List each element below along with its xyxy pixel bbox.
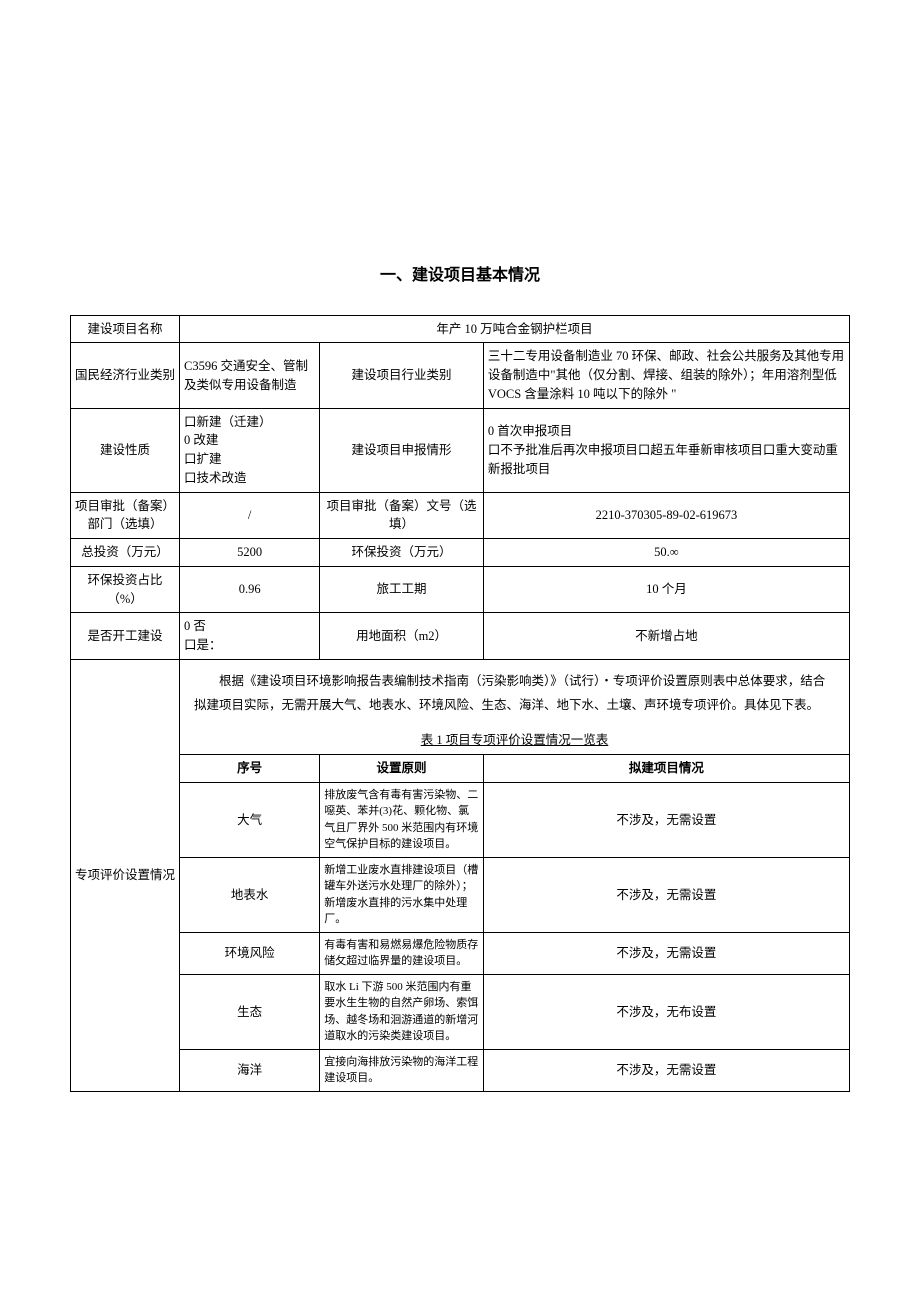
eval-result: 不涉及，无布设置 <box>483 974 849 1049</box>
table-row: 是否开工建设 0 否 口是： 用地面积（m2） 不新增占地 <box>71 613 850 660</box>
label-env-ratio: 环保投资占比（%） <box>71 566 180 613</box>
basic-info-table: 建设项目名称 年产 10 万吨合金钢护栏项目 国民经济行业类别 C3596 交通… <box>70 315 850 1092</box>
eval-result: 不涉及，无需设置 <box>483 857 849 932</box>
eval-principle: 新增工业废水直排建设项目（槽罐车外送污水处理厂的除外）；新增废水直排的污水集中处… <box>320 857 484 932</box>
label-industry-category: 国民经济行业类别 <box>71 343 180 408</box>
eval-result: 不涉及，无需设置 <box>483 1049 849 1091</box>
label-project-industry: 建设项目行业类别 <box>320 343 484 408</box>
label-total-investment: 总投资（万元） <box>71 539 180 567</box>
value-land-area: 不新增占地 <box>483 613 849 660</box>
eval-intro: 根据《建设项目环境影响报告表编制技术指南（污染影响类）》（试行）・专项评价设置原… <box>184 664 845 724</box>
eval-row: 环境风险 有毒有害和易燃易爆危险物质存储攵超过临界量的建设项目。 不涉及，无需设… <box>71 932 850 974</box>
value-duration: 10 个月 <box>483 566 849 613</box>
eval-result: 不涉及，无需设置 <box>483 932 849 974</box>
label-duration: 旅工工期 <box>320 566 484 613</box>
label-declaration-status: 建设项目申报情形 <box>320 408 484 492</box>
table-row: 总投资（万元） 5200 环保投资（万元） 50.∞ <box>71 539 850 567</box>
eval-cat: 生态 <box>180 974 320 1049</box>
eval-row: 海洋 宜接向海排放污染物的海洋工程建设项目。 不涉及，无需设置 <box>71 1049 850 1091</box>
value-construction-nature: 口新建（迁建） 0 改建 口扩建 口技术改造 <box>180 408 320 492</box>
eval-row: 生态 取水 Li 下游 500 米范围内有重要水生生物的自然产卵场、索饵场、越冬… <box>71 974 850 1049</box>
table-row: 建设项目名称 年产 10 万吨合金钢护栏项目 <box>71 315 850 343</box>
label-started: 是否开工建设 <box>71 613 180 660</box>
label-project-name: 建设项目名称 <box>71 315 180 343</box>
eval-row: 地表水 新增工业废水直排建设项目（槽罐车外送污水处理厂的除外）；新增废水直排的污… <box>71 857 850 932</box>
label-special-eval: 专项评价设置情况 <box>71 659 180 1091</box>
label-approval-dept: 项目审批（备案）部门（选填） <box>71 492 180 539</box>
eval-header-situation: 拟建项目情况 <box>629 761 704 775</box>
value-project-industry: 三十二专用设备制造业 70 环保、邮政、社会公共服务及其他专用设备制造中"其他（… <box>483 343 849 408</box>
table-row: 项目审批（备案）部门（选填） / 项目审批（备案）文号（选填） 2210-370… <box>71 492 850 539</box>
value-project-name: 年产 10 万吨合金钢护栏项目 <box>180 315 850 343</box>
eval-row: 大气 排放废气含有毒有害污染物、二噁英、苯并(3)花、颗化物、氯气且厂界外 50… <box>71 782 850 857</box>
eval-principle: 排放废气含有毒有害污染物、二噁英、苯并(3)花、颗化物、氯气且厂界外 500 米… <box>320 782 484 857</box>
eval-cat: 环境风险 <box>180 932 320 974</box>
value-total-investment: 5200 <box>180 539 320 567</box>
label-land-area: 用地面积（m2） <box>320 613 484 660</box>
table-row: 环保投资占比（%） 0.96 旅工工期 10 个月 <box>71 566 850 613</box>
caption-row: 表 1 项目专项评价设置情况一览表 <box>71 727 850 754</box>
eval-caption: 表 1 项目专项评价设置情况一览表 <box>421 733 609 747</box>
eval-header-principle: 设置原则 <box>377 761 427 775</box>
section-title: 一、建设项目基本情况 <box>70 261 850 285</box>
eval-header-seq: 序号 <box>237 761 262 775</box>
value-env-ratio: 0.96 <box>180 566 320 613</box>
value-started: 0 否 口是： <box>180 613 320 660</box>
value-approval-dept: / <box>180 492 320 539</box>
value-industry-code: C3596 交通安全、管制及类似专用设备制造 <box>180 343 320 408</box>
eval-header-row: 序号 设置原则 拟建项目情况 <box>71 755 850 783</box>
label-approval-no: 项目审批（备案）文号（选填） <box>320 492 484 539</box>
eval-result: 不涉及，无需设置 <box>483 782 849 857</box>
table-row: 建设性质 口新建（迁建） 0 改建 口扩建 口技术改造 建设项目申报情形 0 首… <box>71 408 850 492</box>
table-row: 国民经济行业类别 C3596 交通安全、管制及类似专用设备制造 建设项目行业类别… <box>71 343 850 408</box>
label-env-investment: 环保投资（万元） <box>320 539 484 567</box>
eval-cat: 大气 <box>180 782 320 857</box>
eval-principle: 宜接向海排放污染物的海洋工程建设项目。 <box>320 1049 484 1091</box>
eval-cat: 地表水 <box>180 857 320 932</box>
value-approval-no: 2210-370305-89-02-619673 <box>483 492 849 539</box>
label-construction-nature: 建设性质 <box>71 408 180 492</box>
document-page: 一、建设项目基本情况 建设项目名称 年产 10 万吨合金钢护栏项目 国民经济行业… <box>70 0 850 1092</box>
eval-principle: 有毒有害和易燃易爆危险物质存储攵超过临界量的建设项目。 <box>320 932 484 974</box>
eval-principle: 取水 Li 下游 500 米范围内有重要水生生物的自然产卵场、索饵场、越冬场和洄… <box>320 974 484 1049</box>
value-env-investment: 50.∞ <box>483 539 849 567</box>
value-declaration-status: 0 首次申报项目 口不予批准后再次申报项目口超五年垂新审核项目口重大变动重新报批… <box>483 408 849 492</box>
eval-cat: 海洋 <box>180 1049 320 1091</box>
table-row: 专项评价设置情况 根据《建设项目环境影响报告表编制技术指南（污染影响类）》（试行… <box>71 659 850 727</box>
